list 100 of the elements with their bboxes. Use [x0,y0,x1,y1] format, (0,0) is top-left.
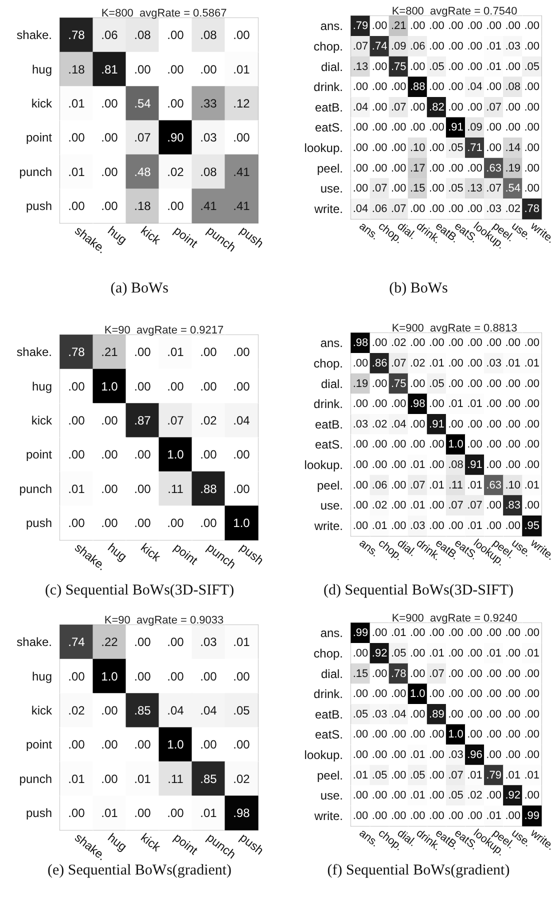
data-label: .00 [134,669,152,684]
data-label: .54 [134,96,152,110]
data-label: .04 [467,81,482,94]
y-tick-label: eatB. [314,100,343,114]
x-tick-label: hug [105,830,130,854]
data-label: .01 [467,769,482,782]
data-label: .00 [410,810,426,822]
data-label: .41 [200,198,218,213]
data-label: .00 [233,345,250,360]
y-tick-label: kick [31,96,53,110]
data-label: .00 [486,378,502,390]
data-label: .00 [410,438,426,451]
data-label: .00 [233,669,250,684]
data-label: .00 [524,708,540,720]
data-label: .00 [68,516,86,530]
data-label: .00 [524,458,540,471]
data-label: .00 [505,647,520,660]
data-label: .00 [448,647,464,660]
data-label: .00 [505,728,520,741]
data-label: .00 [467,418,482,430]
data-label: .00 [467,438,482,451]
data-label: .00 [390,810,406,822]
data-label: .00 [410,647,426,660]
data-label: .05 [410,769,426,782]
data-label: .05 [429,378,444,390]
data-label: .86 [372,357,388,370]
data-label: 1.0 [233,516,250,530]
text: (e) Sequential BoWs(gradient) [47,862,232,878]
data-label: .00 [372,20,388,32]
data-label: .00 [524,398,540,410]
data-label: .00 [429,162,444,174]
data-label: .00 [467,668,482,680]
data-label: .00 [101,738,118,752]
data-label: .00 [486,668,502,680]
data-label: .05 [429,60,444,73]
data-label: .02 [68,703,86,718]
data-label: .07 [352,40,368,52]
data-label: .00 [467,60,482,73]
data-label: .00 [410,418,426,430]
y-tick-label: hug [32,669,52,684]
data-label: .00 [448,378,464,390]
data-label: .00 [448,60,464,73]
data-label: .00 [429,458,444,471]
data-label: .00 [167,198,184,213]
y-tick-label: peel. [316,478,343,492]
data-label: .00 [372,60,388,73]
data-label: .05 [448,182,464,195]
data-label: .00 [134,806,152,820]
data-label: .07 [134,130,152,145]
data-label: .00 [200,379,218,394]
data-label: .00 [429,337,444,350]
y-tick-label: write. [313,202,343,216]
data-label: .00 [390,479,406,492]
data-label: .00 [524,627,540,640]
data-label: .00 [467,357,482,370]
data-label: .03 [200,130,218,145]
data-label: .00 [134,482,152,496]
data-label: .00 [390,162,406,174]
data-label: .00 [167,669,184,684]
data-label: .00 [448,357,464,370]
data-label: .01 [524,647,540,660]
data-label: .74 [68,635,86,650]
y-tick-label: peel. [316,161,343,176]
data-label: .81 [101,62,118,76]
data-label: .00 [101,198,118,213]
data-label: .00 [486,398,502,410]
y-tick-label: eatB. [314,417,343,432]
data-label: .54 [505,182,520,195]
data-label: .18 [134,198,152,213]
data-label: .01 [410,748,426,761]
data-label: .00 [68,379,86,394]
data-label: .01 [467,479,482,492]
data-label: .00 [134,379,152,394]
data-label: .00 [524,337,540,350]
y-tick-label: use. [320,788,343,803]
data-label: .00 [352,81,368,94]
y-tick-label: punch [19,772,52,786]
data-label: .92 [372,647,388,660]
data-label: .04 [390,708,406,720]
data-label: .00 [352,647,368,660]
data-label: .00 [134,516,152,530]
data-label: .00 [467,40,482,52]
data-label: .00 [372,398,388,410]
y-tick-label: point [26,130,53,145]
data-label: .00 [486,748,502,761]
data-label: .00 [352,728,368,741]
data-label: .03 [505,40,520,52]
data-label: .00 [505,520,520,532]
y-tick-label: hug [32,379,52,394]
data-label: .00 [467,202,482,215]
data-label: .00 [486,81,502,94]
data-label: .00 [486,708,502,720]
data-label: .05 [448,790,464,802]
data-label: .19 [352,378,368,390]
data-label: .05 [524,60,540,73]
data-label: .00 [134,738,152,752]
data-label: .08 [505,81,520,94]
text: (d) Sequential BoWs(3D-SIFT) [324,582,514,598]
data-label: .00 [352,122,368,134]
data-label: .00 [372,337,388,350]
